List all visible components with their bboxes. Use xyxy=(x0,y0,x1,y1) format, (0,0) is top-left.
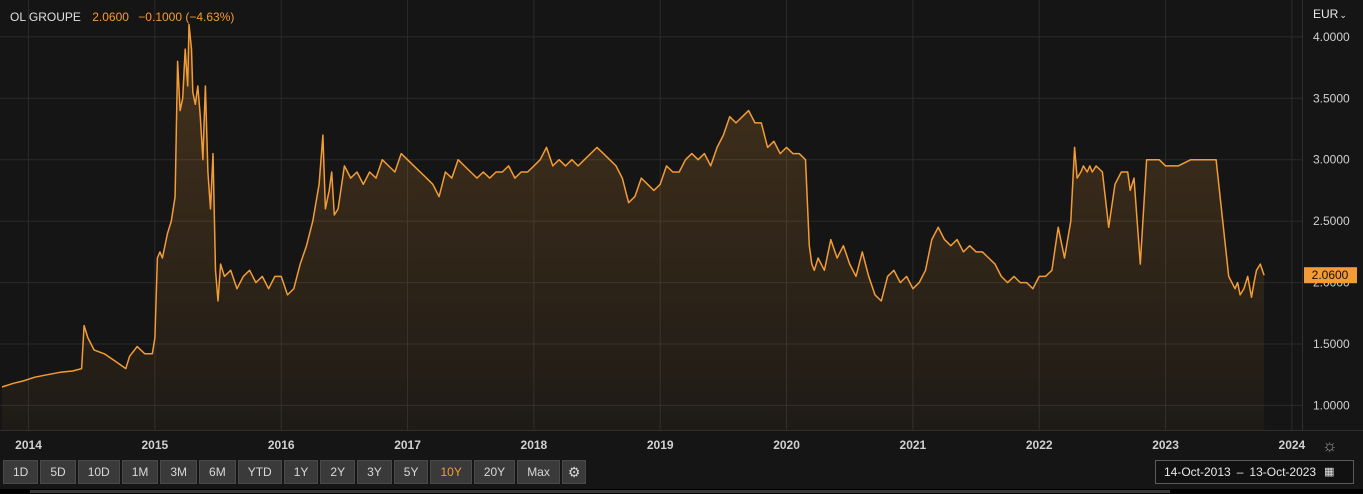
range-button-ytd[interactable]: YTD xyxy=(237,460,282,484)
x-tick-label: 2024 xyxy=(1279,438,1306,452)
x-tick-label: 2019 xyxy=(647,438,674,452)
range-button-5y[interactable]: 5Y xyxy=(393,460,429,484)
range-button-2y[interactable]: 2Y xyxy=(320,460,356,484)
y-tick-label: 1.0000 xyxy=(1313,398,1350,412)
range-button-1d[interactable]: 1D xyxy=(3,460,39,484)
x-tick-label: 2023 xyxy=(1152,438,1179,452)
x-axis-ticks: 2014 2015 2016 2017 2018 2019 2020 2021 2022 2023… xyxy=(15,438,1305,452)
x-tick-label: 2014 xyxy=(15,438,42,452)
last-value-label: 2.0600 xyxy=(1312,268,1349,282)
x-tick-label: 2022 xyxy=(1026,438,1053,452)
last-value-badge xyxy=(1304,267,1357,284)
chevron-down-icon: ⌄ xyxy=(1339,10,1347,20)
plot-frame-right xyxy=(1302,0,1303,430)
x-tick-label: 2018 xyxy=(521,438,548,452)
range-button-max[interactable]: Max xyxy=(517,460,560,484)
range-button-10d[interactable]: 10D xyxy=(77,460,120,484)
range-button-3y[interactable]: 3Y xyxy=(357,460,392,484)
date-range-picker[interactable]: 14-Oct-2013 – 13-Oct-2023 ▦ xyxy=(1155,460,1354,484)
range-button-10y[interactable]: 10Y xyxy=(430,460,472,484)
x-tick-label: 2020 xyxy=(773,438,800,452)
currency-label: EUR xyxy=(1313,7,1339,21)
y-tick-label: 2.5000 xyxy=(1313,214,1350,228)
range-button-20y[interactable]: 20Y xyxy=(473,460,516,484)
y-tick-label: 4.0000 xyxy=(1313,30,1350,44)
gear-icon[interactable]: ⚙ xyxy=(561,460,587,484)
y-tick-label: 3.0000 xyxy=(1313,153,1350,167)
date-to: 13-Oct-2023 xyxy=(1249,465,1317,479)
y-axis-ticks: 1.00001.50002.00002.50003.00003.50004.00… xyxy=(1313,30,1350,413)
y-tick-label: 1.5000 xyxy=(1313,337,1350,351)
scroll-thumb[interactable] xyxy=(30,490,1170,493)
range-button-1m[interactable]: 1M xyxy=(121,460,159,484)
range-button-6m[interactable]: 6M xyxy=(199,460,236,484)
price-change: −0.1000 (−4.63%) xyxy=(138,10,235,24)
calendar-icon[interactable]: ▦ xyxy=(1324,466,1335,478)
y-tick-label: 3.5000 xyxy=(1313,91,1350,105)
range-toolbar: 1D 5D 10D 1M 3M 6M YTD 1Y 2Y 3Y 5Y 10Y 20Y Max ⚙ xyxy=(3,460,587,484)
range-button-3m[interactable]: 3M xyxy=(160,460,198,484)
quote-header: OL GROUPE 2.0600 −0.1000 (−4.63%) xyxy=(10,10,234,24)
x-tick-label: 2021 xyxy=(900,438,927,452)
date-separator: – xyxy=(1236,465,1244,479)
x-tick-label: 2016 xyxy=(268,438,295,452)
x-tick-label: 2015 xyxy=(142,438,169,452)
price-area xyxy=(2,24,1265,430)
x-axis-separator xyxy=(0,430,1363,431)
date-from: 14-Oct-2013 xyxy=(1164,465,1231,479)
instrument-name: OL GROUPE xyxy=(10,10,81,24)
last-value-marker: 2.0600 xyxy=(1304,267,1357,284)
currency-dropdown[interactable]: EUR⌄ xyxy=(1313,7,1347,21)
sun-icon[interactable]: ☼ xyxy=(1322,436,1338,455)
range-button-5d[interactable]: 5D xyxy=(40,460,76,484)
range-button-1y[interactable]: 1Y xyxy=(283,460,319,484)
last-price: 2.0600 xyxy=(92,10,129,24)
price-line xyxy=(1,23,1265,388)
x-tick-label: 2017 xyxy=(394,438,421,452)
scroll-track[interactable] xyxy=(0,489,1363,494)
